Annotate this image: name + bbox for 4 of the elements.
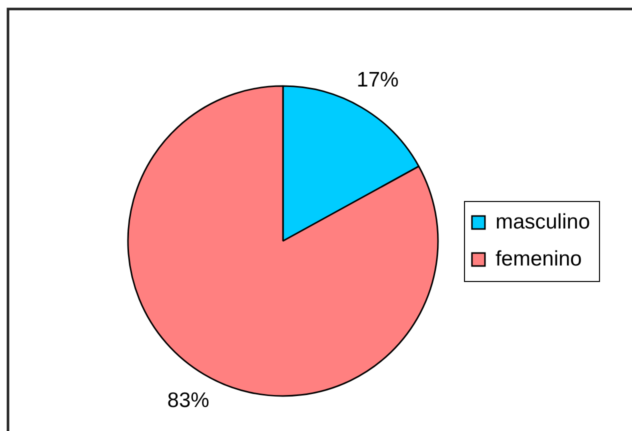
legend-label: masculino bbox=[495, 210, 590, 234]
legend-label: femenino bbox=[495, 247, 582, 270]
data-label: 17% bbox=[356, 68, 399, 92]
data-label: 83% bbox=[167, 388, 210, 412]
